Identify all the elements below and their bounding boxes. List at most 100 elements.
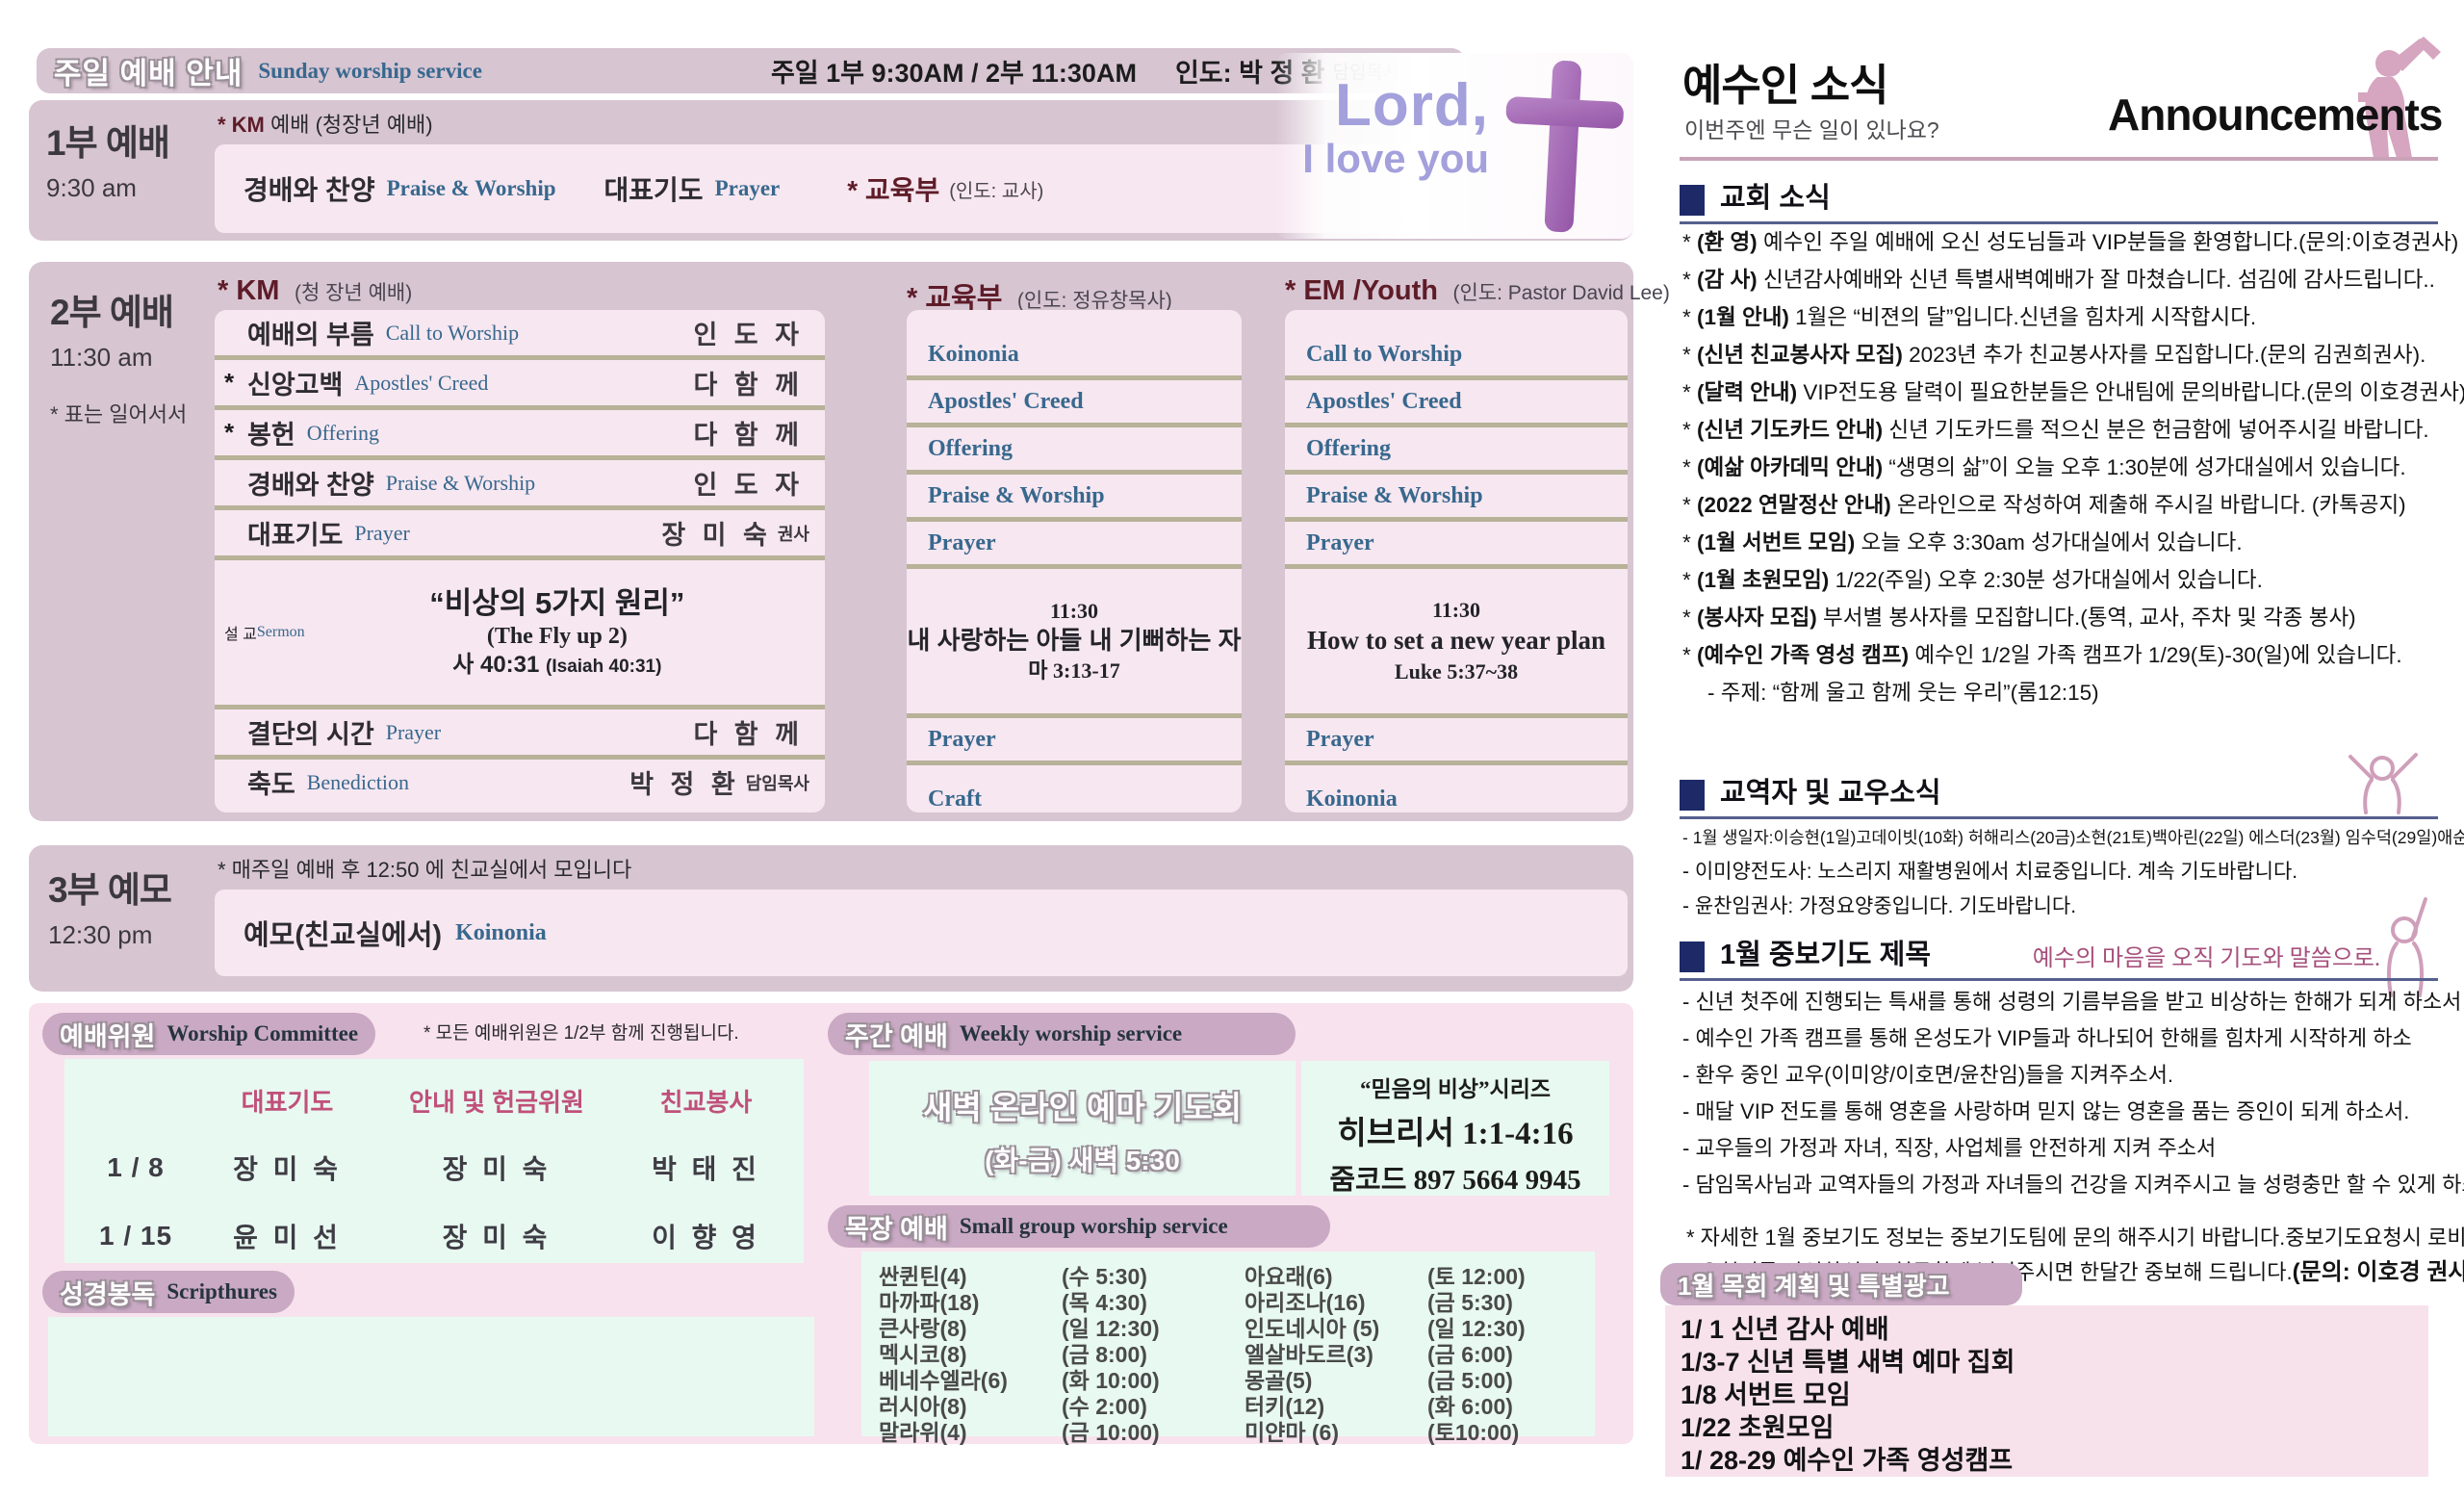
smallgroup-list: 싼퀸틴(4) (수 5:30) 아요래(6) (토 12:00) 마까파(18)… [861, 1251, 1595, 1445]
group-name: 러시아(8) [879, 1394, 967, 1419]
edu-row: Koinonia [907, 333, 1242, 380]
group-name: 싼퀸틴(4) [879, 1264, 967, 1289]
service3-order-row: 예모(친교실에서) Koinonia [215, 890, 1628, 976]
prayer-note-contact: (문의: 이호경 권사) [2292, 1259, 2464, 1285]
group-name: 미얀마 (6) [1245, 1420, 1339, 1445]
announcer-icon [2358, 37, 2441, 158]
news-item: * (달력 안내) VIP전도용 달력이 필요한분들은 안내팀에 문의바랍니다.… [1682, 380, 2464, 404]
news-item: * (신년 친교봉사자 모집) 2023년 추가 친교봉사자를 모집합니다.(문… [1682, 343, 2426, 367]
monthly-plan-header-pill: 1월 목회 계획 및 특별광고 [1660, 1263, 2022, 1305]
service3-section: 3부 예모 12:30 pm * 매주일 예배 후 12:50 에 친교실에서 … [29, 845, 1633, 992]
group-time: (화 10:00) [1062, 1368, 1160, 1393]
group-time: (일 12:30) [1062, 1316, 1160, 1341]
weekly-series-box: “믿음의 비상”시리즈 히브리서 1:1-4:16 줌코드 897 5664 9… [1301, 1061, 1609, 1196]
announcements-subtitle: 이번주엔 무슨 일이 있나요? [1684, 117, 1939, 142]
prayer-item: - 신년 첫주에 진행되는 특새를 통해 성령의 기름부음을 받고 비상하는 한… [1682, 990, 2462, 1014]
group-time: (금 8:00) [1062, 1342, 1147, 1367]
service3-time: 12:30 pm [48, 920, 153, 949]
km-sermon-row: 설 교 Sermon “비상의 5가지 원리” (The Fly up 2) 사… [215, 560, 825, 709]
group-name: 베네수엘라(6) [879, 1368, 1008, 1393]
announcements-title-en: Announcements [2108, 90, 2443, 140]
prayer-item: - 환우 중인 교우(이미양/이호면/윤찬임)들을 지켜주소서. [1682, 1063, 2174, 1087]
em-row: Call to Worship [1285, 333, 1628, 380]
service1-time: 9:30 am [46, 173, 137, 202]
edu-header-note: (인도: 정유창목사) [1016, 290, 1172, 312]
em-row: Prayer [1285, 522, 1628, 569]
service1-section: 1부 예배 9:30 am * KM 예배 (청장년 예배) 경배와 찬양 Pr… [29, 53, 1633, 241]
news-item: * (1월 서번트 모임) 오늘 오후 3:30am 성가대실에서 있습니다. [1682, 530, 2243, 555]
group-name: 멕시코(8) [879, 1342, 967, 1367]
service1-title: 1부 예배 [46, 123, 170, 163]
em-row: Apostles' Creed [1285, 380, 1628, 427]
km-header-note: (청 장년 예배) [294, 282, 413, 304]
section-bullet-icon [1680, 185, 1705, 216]
service1-item3-en: (인도: 교사) [949, 180, 1044, 202]
edu-row: Prayer [907, 718, 1242, 765]
prayer-tagline: 예수의 마음을 오직 기도와 말씀으로. [2032, 946, 2380, 971]
committee-date: 1 / 8 [107, 1151, 165, 1182]
weekly-title: 주간 예배 [845, 1021, 948, 1051]
prayer-icon [2387, 897, 2427, 997]
monthly-plan-list: 1/ 1 신년 감사 예배 1/3-7 신년 특별 새벽 예마 집회 1/8 서… [1665, 1305, 2428, 1477]
photo-caption-line1: Lord, [1335, 72, 1489, 139]
group-name: 말라위(4) [879, 1420, 967, 1445]
news-item: * (1월 안내) 1월은 “비젼의 달”입니다.신년을 힘차게 시작합시다. [1682, 305, 2257, 329]
monthly-plan-title: 1월 목회 계획 및 특별광고 [1678, 1271, 1950, 1301]
sermon-subtitle: (The Fly up 2) [486, 624, 628, 650]
group-name: 아리조나(16) [1245, 1290, 1366, 1315]
service2-section: 2부 예배 11:30 am * 표는 일어서서 * KM (청 장년 예배) … [29, 262, 1670, 821]
news-item: * (2022 연말정산 안내) 온라인으로 작성하여 제출해 주시길 바랍니다… [1682, 493, 2406, 517]
church-news-header: 교회 소식 [1680, 175, 2438, 224]
scripture-header-pill: 성경봉독 Scripthures [42, 1271, 295, 1313]
prayer-header: 1월 중보기도 제목 예수의 마음을 오직 기도와 말씀으로. [1680, 932, 2438, 981]
group-time: (화 6:00) [1427, 1394, 1513, 1419]
committee-subtitle: Worship Committee [167, 1021, 359, 1045]
em-row: Praise & Worship [1285, 475, 1628, 522]
committee-col-header: 안내 및 헌금위원 [409, 1087, 584, 1117]
title-divider [1680, 157, 2438, 161]
committee-name: 장 미 숙 [442, 1222, 552, 1252]
service1-note: 예배 (청장년 예배) [270, 113, 433, 137]
em-header-note: (인도: Pastor David Lee) [1452, 282, 1670, 304]
km-header: * KM [218, 275, 280, 306]
committee-table: 대표기도 안내 및 헌금위원 친교봉사 1 / 8 장 미 숙 장 미 숙 박 … [64, 1059, 804, 1263]
smallgroup-title: 목장 예배 [845, 1214, 948, 1244]
news-item: * (신년 기도카드 안내) 신년 기도카드를 적으신 분은 헌금함에 넣어주시… [1682, 418, 2429, 442]
em-row: Offering [1285, 427, 1628, 475]
people-news-title: 교역자 및 교우소식 [1720, 778, 1941, 809]
people-news-header: 교역자 및 교우소식 [1680, 770, 2438, 819]
people-news-item: - 윤찬임권사: 가정요양중입니다. 기도바랍니다. [1682, 895, 2077, 917]
committee-name: 이 향 영 [652, 1222, 760, 1252]
service3-row-en: Koinonia [455, 919, 547, 945]
em-row: Koinonia [1285, 765, 1628, 812]
edu-order-card: Koinonia Apostles' Creed Offering Praise… [907, 310, 1242, 812]
committee-note: * 모든 예배위원은 1/2부 함께 진행됩니다. [424, 1023, 739, 1044]
group-time: (금 10:00) [1062, 1420, 1160, 1445]
people-news-list: - 1월 생일자:이승현(1일)고데이빗(10화) 허해리스(20금)소현(21… [1682, 820, 2464, 924]
em-header: * EM /Youth [1285, 275, 1438, 306]
committee-name: 장 미 숙 [442, 1153, 552, 1184]
sunday-worship-header-bar: 주일 예배 안내 Sunday worship service 주일 1부 9:… [37, 48, 1465, 93]
weekly-service-name: 새벽 온라인 예마 기도회 [922, 1090, 1243, 1125]
committee-date: 1 / 15 [98, 1220, 173, 1251]
committee-col-header: 친교봉사 [659, 1087, 753, 1117]
series-zoom-code: 줌코드 897 5664 9945 [1329, 1165, 1581, 1196]
km-row: 축도 Benediction 박 정 환 담임목사 [247, 769, 809, 800]
service3-row-ko: 예모(친교실에서) [244, 920, 443, 951]
group-time: (목 4:30) [1062, 1290, 1147, 1315]
series-passage: 히브리서 1:1-4:16 [1337, 1117, 1574, 1151]
weekly-header-pill: 주간 예배 Weekly worship service [828, 1013, 1296, 1055]
edu-row: Apostles' Creed [907, 380, 1242, 427]
service1-item3-ko: * 교육부 [847, 175, 940, 205]
group-name: 인도네시아 (5) [1245, 1316, 1380, 1341]
km-row: 결단의 시간 Prayer 다 함 께 [215, 709, 825, 760]
group-time: (금 5:00) [1427, 1368, 1513, 1393]
service1-item2-en: Prayer [714, 176, 781, 200]
committee-title: 예배위원 [60, 1021, 156, 1051]
news-item: * (봉사자 모집) 부서별 봉사자를 모집합니다.(통역, 교사, 주차 및 … [1682, 606, 2356, 630]
news-item: * (환 영) 예수인 주일 예배에 오신 성도님들과 VIP분들을 환영합니다… [1682, 230, 2459, 254]
weekly-service-box: 새벽 온라인 예마 기도회 (화-금) 새벽 5:30 [869, 1061, 1296, 1196]
edu-row: Praise & Worship [907, 475, 1242, 522]
km-row: 대표기도 Prayer 장 미 숙 권사 [215, 510, 825, 560]
service3-note: * 매주일 예배 후 12:50 에 친교실에서 모입니다 [218, 858, 632, 882]
